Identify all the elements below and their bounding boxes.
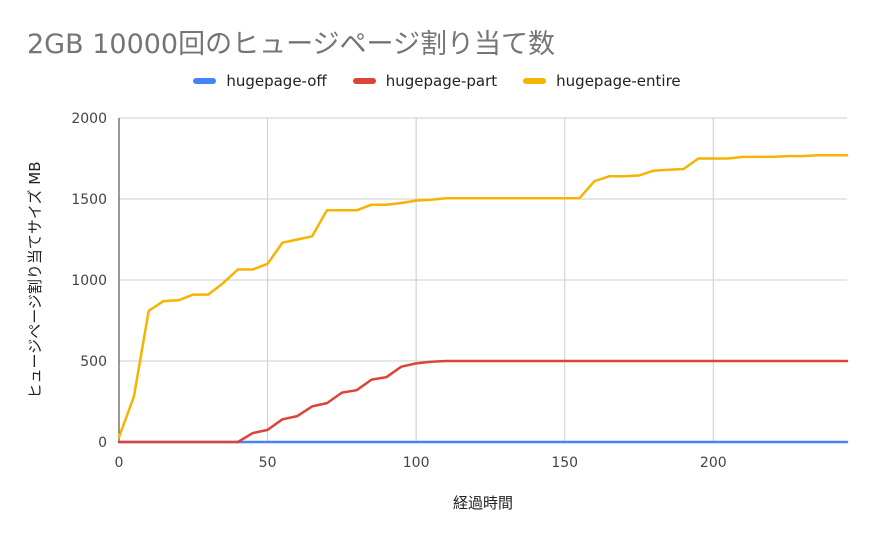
x-tick-label: 0 — [115, 455, 124, 471]
legend-label-hugepage-part: hugepage-part — [385, 72, 498, 90]
y-axis-title: ヒュージページ割り当てサイズ MB — [26, 162, 44, 399]
x-tick-label: 200 — [700, 455, 727, 471]
y-axis-ticks: 0 500 1000 1500 2000 — [71, 111, 107, 451]
legend: hugepage-off hugepage-part hugepage-enti… — [0, 72, 874, 90]
y-tick-label: 0 — [98, 435, 107, 451]
y-tick-label: 1500 — [71, 192, 107, 208]
legend-swatch-hugepage-off — [193, 78, 217, 84]
series-line-hugepage-entire — [117, 154, 849, 439]
x-tick-label: 150 — [551, 455, 578, 471]
x-tick-label: 50 — [259, 455, 277, 471]
y-tick-label: 1000 — [71, 273, 107, 289]
legend-swatch-hugepage-entire — [523, 78, 547, 84]
series-lines — [117, 154, 849, 444]
series-line-hugepage-part — [117, 359, 849, 444]
y-tick-label: 500 — [80, 354, 107, 370]
chart-title: 2GB 10000回のヒュージページ割り当て数 — [27, 29, 556, 60]
x-tick-label: 100 — [403, 455, 430, 471]
x-axis-ticks: 0 50 100 150 200 — [115, 455, 727, 471]
x-axis-title: 経過時間 — [453, 494, 513, 512]
legend-label-hugepage-off: hugepage-off — [226, 72, 327, 90]
y-tick-label: 2000 — [71, 111, 107, 127]
legend-label-hugepage-entire: hugepage-entire — [556, 72, 681, 90]
legend-item-hugepage-part: hugepage-part — [352, 72, 498, 90]
legend-swatch-hugepage-part — [352, 78, 376, 84]
legend-item-hugepage-entire: hugepage-entire — [523, 72, 681, 90]
legend-item-hugepage-off: hugepage-off — [193, 72, 327, 90]
